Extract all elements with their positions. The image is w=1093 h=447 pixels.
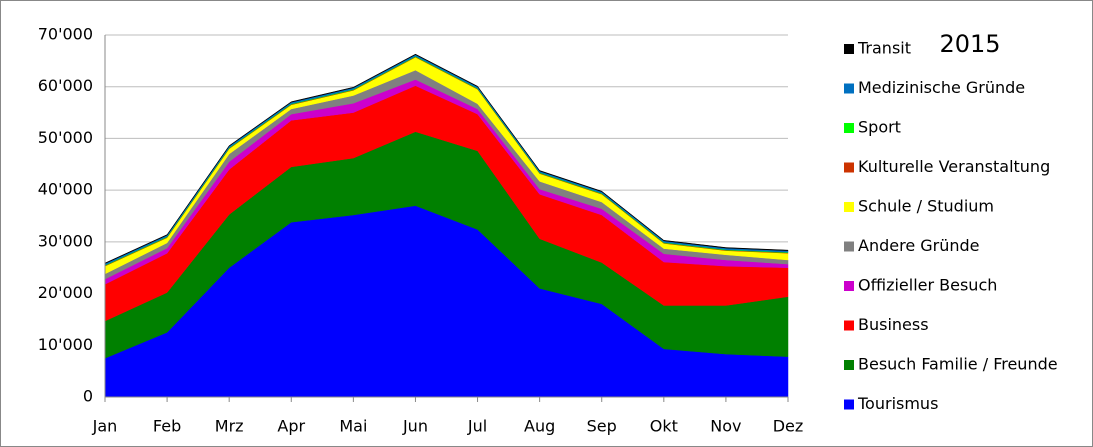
legend-swatch [844,123,854,133]
y-tick-label: 20'000 [38,283,93,302]
legend-swatch [844,202,854,212]
y-tick-label: 50'000 [38,128,93,147]
x-tick-label: Dez [773,417,804,436]
x-tick-label: Mrz [215,417,244,436]
legend-swatch [844,360,854,370]
chart-title: 2015 [939,30,1000,58]
legend-swatch [844,399,854,410]
y-tick-label: 40'000 [38,180,93,199]
legend-swatch [844,241,854,252]
y-tick-label: 70'000 [38,25,93,44]
legend-label: Besuch Familie / Freunde [858,355,1058,374]
x-tick-label: Jan [92,417,118,436]
y-tick-label: 60'000 [38,76,93,95]
x-tick-label: Okt [650,417,678,436]
legend-swatch [844,281,854,291]
legend-swatch [844,162,854,173]
legend-label: Transit [857,39,911,58]
x-tick-label: Feb [153,417,181,436]
x-tick-label: Jul [467,417,487,436]
x-tick-label: Apr [277,417,305,436]
legend-label: Tourismus [857,394,938,413]
legend-label: Kulturelle Veranstaltung [858,157,1050,176]
legend-swatch [844,44,854,54]
y-tick-label: 30'000 [38,231,93,250]
legend-label: Schule / Studium [858,197,994,216]
y-tick-label: 0 [83,387,93,406]
legend-label: Andere Gründe [858,236,980,255]
legend-swatch [844,320,854,331]
x-tick-label: Nov [710,417,741,436]
x-tick-label: Mai [339,417,367,436]
legend-label: Medizinische Gründe [858,78,1025,97]
area [104,53,789,264]
y-tick-label: 10'000 [38,335,93,354]
legend-swatch [844,83,854,94]
x-tick-label: Sep [587,417,617,436]
x-tick-label: Jun [402,417,428,436]
x-tick-label: Aug [524,417,555,436]
legend-label: Offizieller Besuch [858,276,997,295]
legend-label: Sport [858,118,901,137]
legend-label: Business [858,315,929,334]
